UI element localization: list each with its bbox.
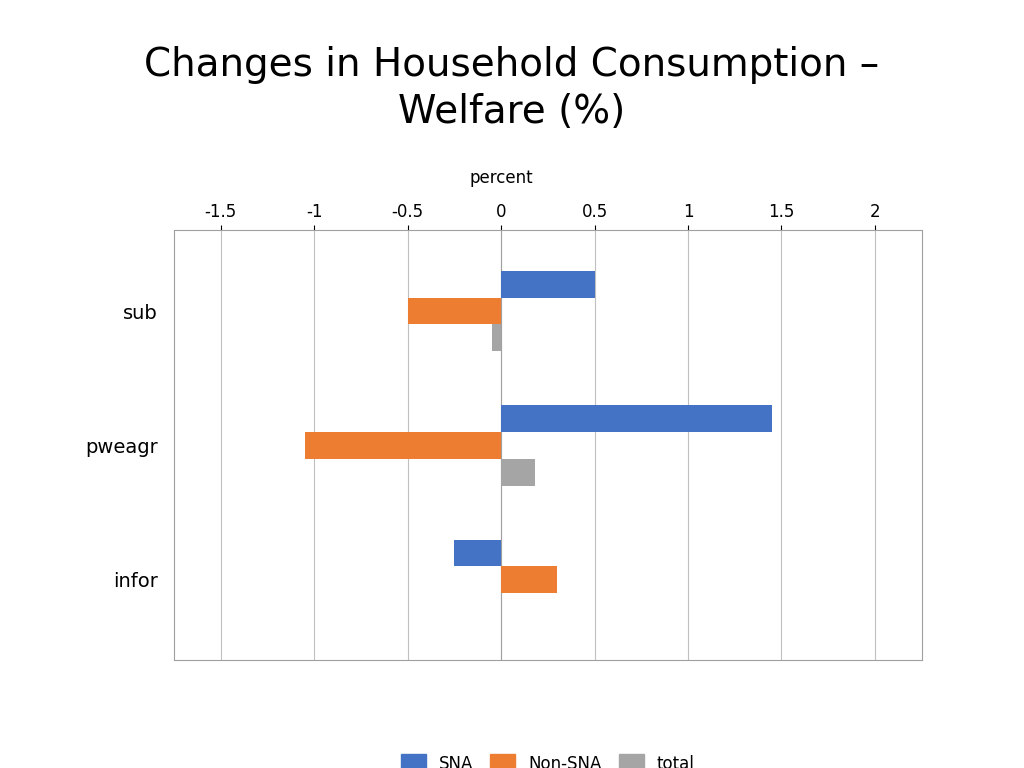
Bar xyxy=(305,432,501,459)
Bar xyxy=(408,298,501,325)
Text: Changes in Household Consumption –
Welfare (%): Changes in Household Consumption – Welfa… xyxy=(144,46,880,131)
Bar xyxy=(501,567,557,593)
Bar xyxy=(501,270,595,297)
Bar xyxy=(455,539,501,567)
Text: percent: percent xyxy=(469,170,532,187)
Bar xyxy=(492,325,501,352)
Bar xyxy=(501,406,772,432)
Legend: SNA, Non-SNA, total: SNA, Non-SNA, total xyxy=(400,754,695,768)
Bar xyxy=(501,459,535,486)
